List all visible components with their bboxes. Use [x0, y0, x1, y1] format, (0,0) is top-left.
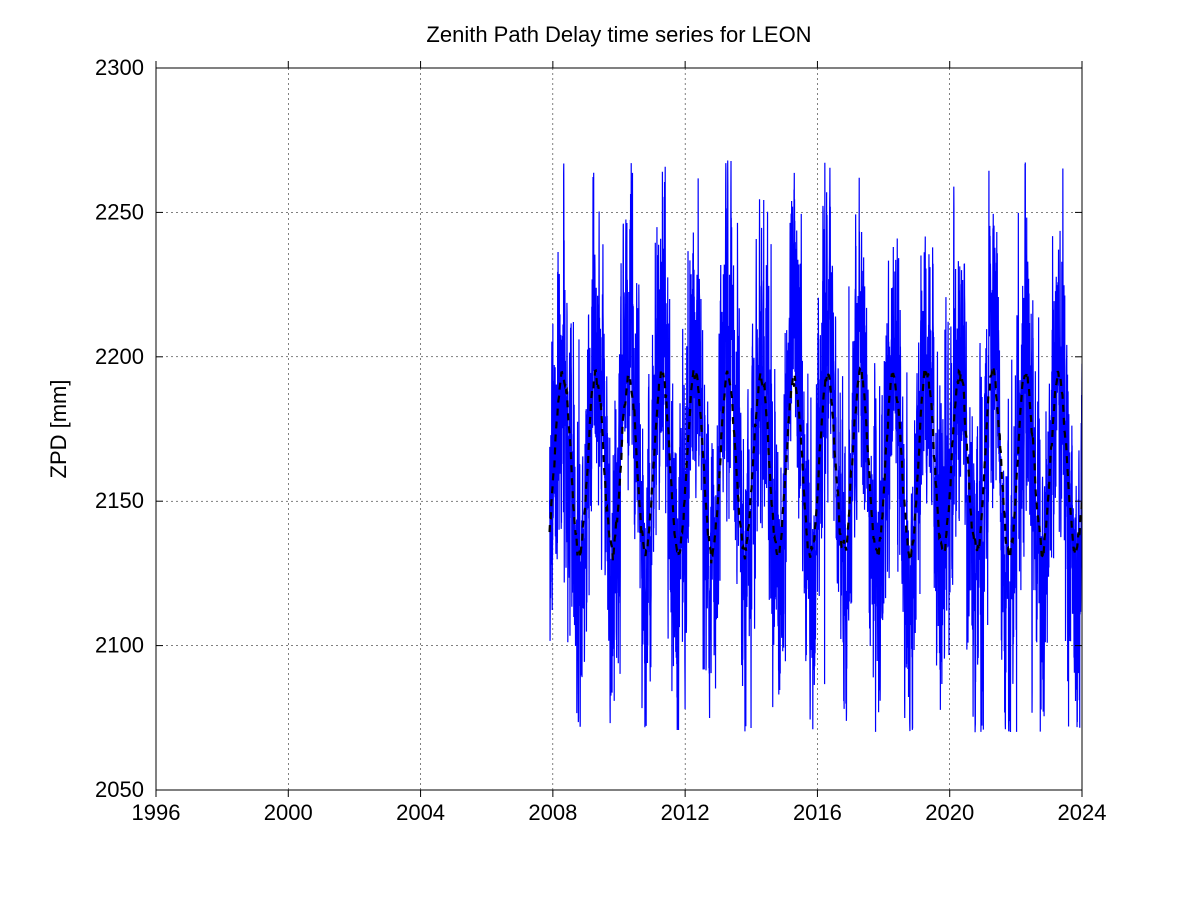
y-tick-label: 2150: [95, 488, 144, 513]
y-tick-label: 2250: [95, 199, 144, 224]
x-tick-label: 2000: [264, 800, 313, 825]
x-tick-label: 2020: [925, 800, 974, 825]
x-tick-label: 2012: [661, 800, 710, 825]
y-tick-label: 2300: [95, 55, 144, 80]
y-tick-label: 2100: [95, 633, 144, 658]
zpd-timeseries-chart: 1996 2000 2004 2008 2012 2016 2020 2024 2050 2100…: [0, 0, 1201, 901]
y-tick-label: 2200: [95, 344, 144, 369]
y-axis-label: ZPD [mm]: [46, 380, 71, 479]
y-tick-label: 2050: [95, 777, 144, 802]
x-tick-label: 2004: [396, 800, 445, 825]
x-tick-label: 2024: [1058, 800, 1107, 825]
x-tick-label: 1996: [132, 800, 181, 825]
x-tick-label: 2016: [793, 800, 842, 825]
chart-title: Zenith Path Delay time series for LEON: [426, 22, 811, 47]
x-tick-label: 2008: [528, 800, 577, 825]
